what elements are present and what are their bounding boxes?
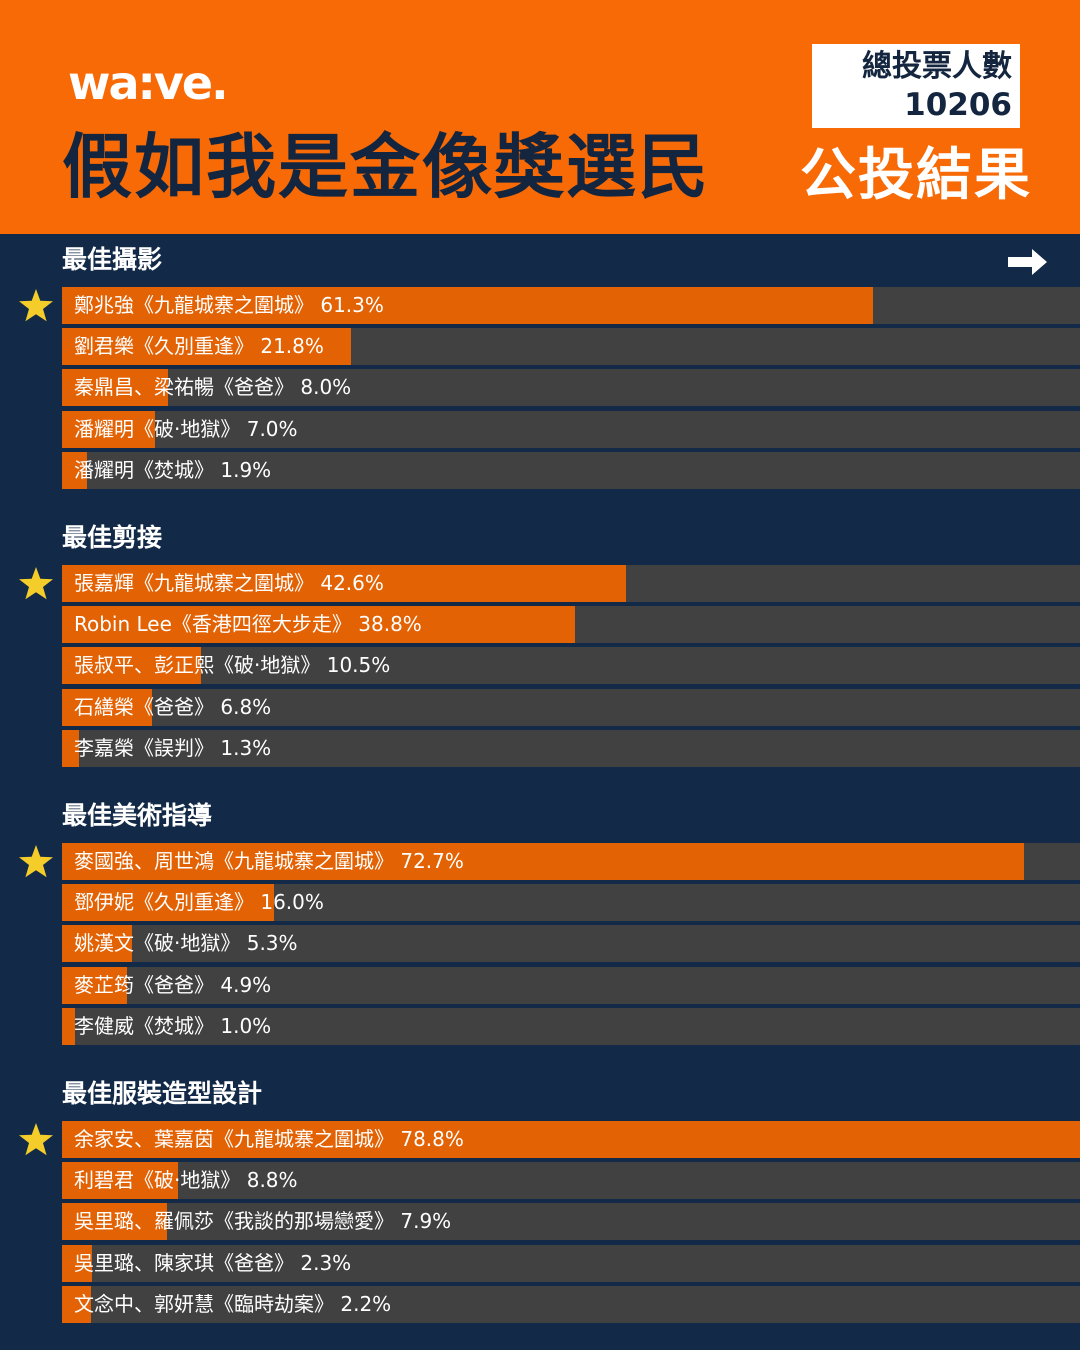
bar-row: 麥國強、周世鴻《九龍城寨之圍城》 72.7% [62,843,1080,880]
bar-row: 鄧伊妮《久別重逢》 16.0% [62,884,1080,922]
wave-logo: wa:ve. [68,56,229,110]
bar-label: 張嘉輝《九龍城寨之圍城》 42.6% [74,571,384,595]
bar-fill [62,843,1025,880]
bar-row: 秦鼎昌、梁祐暢《爸爸》 8.0% [62,369,1080,407]
bar-row: 張叔平、彭正熙《破·地獄》 10.5% [62,647,1080,685]
total-votes-box: 總投票人數 10206 [812,44,1020,128]
bar-label: 秦鼎昌、梁祐暢《爸爸》 8.0% [74,375,352,400]
bar-label: 潘耀明《焚城》 1.9% [74,457,272,482]
section-title: 最佳服裝造型設計 [62,1079,263,1108]
bar-track [62,647,1080,685]
bar-row: 李嘉榮《誤判》 1.3% [62,729,1080,767]
bar-fill [62,565,626,602]
award-section: 最佳剪接張嘉輝《九龍城寨之圍城》 42.6% Robin Lee《香港四徑大步走》… [0,520,1080,790]
bar-track [62,1285,1080,1323]
bar-fill [62,1285,92,1323]
bar-row: 劉君樂《久別重逢》 21.8% [62,328,1080,366]
bar-fill [62,884,274,922]
bar-label: Robin Lee《香港四徑大步走》 38.8% [74,612,422,637]
bar-row: 文念中、郭妍慧《臨時劫案》 2.2% [62,1285,1080,1323]
bar-fill [62,966,127,1004]
bar-track [62,410,1080,448]
bar-track [62,451,1080,489]
bar-track [62,369,1080,407]
bar-row: 麥芷筠《爸爸》 4.9% [62,966,1080,1004]
bar-row: 利碧君《破·地獄》 8.8% [62,1162,1080,1200]
bar-row: 余家安、葉嘉茵《九龍城寨之圍城》 78.8% [62,1121,1080,1158]
bar-fill [62,287,874,324]
bar-track [62,966,1080,1004]
bar-label: 李健威《焚城》 1.0% [74,1013,272,1038]
bar-label: 吳里璐、羅佩莎《我談的那場戀愛》 7.9% [74,1209,452,1234]
header: wa:ve. 假如我是金像獎選民 總投票人數 10206 公投結果 [0,0,1080,234]
total-votes-value: 10206 [904,87,1012,123]
bar-track [62,1007,1080,1045]
bar-label: 石繕榮《爸爸》 6.8% [74,694,272,719]
bar-track [62,1244,1080,1282]
bar-fill [62,328,351,366]
bar-row: 吳里璐、羅佩莎《我談的那場戀愛》 7.9% [62,1203,1080,1241]
bar-row: 潘耀明《破·地獄》 7.0% [62,410,1080,448]
bar-label: 鄭兆強《九龍城寨之圍城》 61.3% [74,293,384,317]
star-icon [19,1123,53,1156]
bar-fill [62,606,576,644]
bar-row: 鄭兆強《九龍城寨之圍城》 61.3% [62,287,1080,324]
bar-fill [62,451,88,489]
bar-track [62,1162,1080,1200]
bar-label: 吳里璐、陳家琪《爸爸》 2.3% [74,1250,352,1275]
bar-label: 鄧伊妮《久別重逢》 16.0% [74,890,324,915]
bar-fill [62,1007,76,1045]
section-title: 最佳攝影 [62,245,163,274]
star-icon [19,289,53,322]
bar-fill [62,688,152,726]
arrow-right-icon[interactable] [1008,248,1048,276]
bar-fill [62,647,201,685]
bar-fill [62,925,133,963]
star-icon [19,567,53,600]
bar-label: 文念中、郭妍慧《臨時劫案》 2.2% [74,1291,392,1316]
bar-label: 張叔平、彭正熙《破·地獄》 10.5% [74,653,391,678]
star-icon [19,845,53,878]
bar-row: 張嘉輝《九龍城寨之圍城》 42.6% [62,565,1080,602]
total-votes-label: 總投票人數 [862,49,1012,84]
bar-fill [62,729,80,767]
bar-fill [62,1203,167,1241]
bar-fill [62,1162,179,1200]
bar-row: 姚漢文《破·地獄》 5.3% [62,925,1080,963]
page-title: 假如我是金像獎選民 [62,126,710,208]
bar-fill [62,410,155,448]
award-section: 最佳美術指導麥國強、周世鴻《九龍城寨之圍城》 72.7% 鄧伊妮《久別重逢》 16… [0,798,1080,1068]
bar-row: Robin Lee《香港四徑大步走》 38.8% [62,606,1080,644]
bar-label: 劉君樂《久別重逢》 21.8% [74,334,324,359]
bar-fill [62,369,168,407]
bar-label: 李嘉榮《誤判》 1.3% [74,735,272,760]
bar-track [62,688,1080,726]
bar-label: 麥芷筠《爸爸》 4.9% [74,972,272,997]
bar-label: 麥國強、周世鴻《九龍城寨之圍城》 72.7% [74,849,464,873]
section-title: 最佳美術指導 [62,801,213,830]
bar-label: 姚漢文《破·地獄》 5.3% [74,931,298,956]
bar-row: 吳里璐、陳家琪《爸爸》 2.3% [62,1244,1080,1282]
section-title: 最佳剪接 [62,523,163,552]
bar-fill [62,1244,93,1282]
bar-fill [62,1121,1080,1158]
result-label: 公投結果 [800,143,1032,208]
bar-label: 余家安、葉嘉茵《九龍城寨之圍城》 78.8% [74,1127,464,1151]
bar-row: 石繕榮《爸爸》 6.8% [62,688,1080,726]
bar-row: 李健威《焚城》 1.0% [62,1007,1080,1045]
bar-track [62,1203,1080,1241]
bar-track [62,729,1080,767]
award-section: 最佳攝影鄭兆強《九龍城寨之圍城》 61.3% 劉君樂《久別重逢》 21.8% 秦鼎昌… [0,242,1080,512]
bar-track [62,925,1080,963]
bar-row: 潘耀明《焚城》 1.9% [62,451,1080,489]
bar-label: 利碧君《破·地獄》 8.8% [74,1168,298,1193]
bar-label: 潘耀明《破·地獄》 7.0% [74,416,298,441]
award-section: 最佳服裝造型設計余家安、葉嘉茵《九龍城寨之圍城》 78.8% 利碧君《破·地獄》 … [0,1076,1080,1346]
